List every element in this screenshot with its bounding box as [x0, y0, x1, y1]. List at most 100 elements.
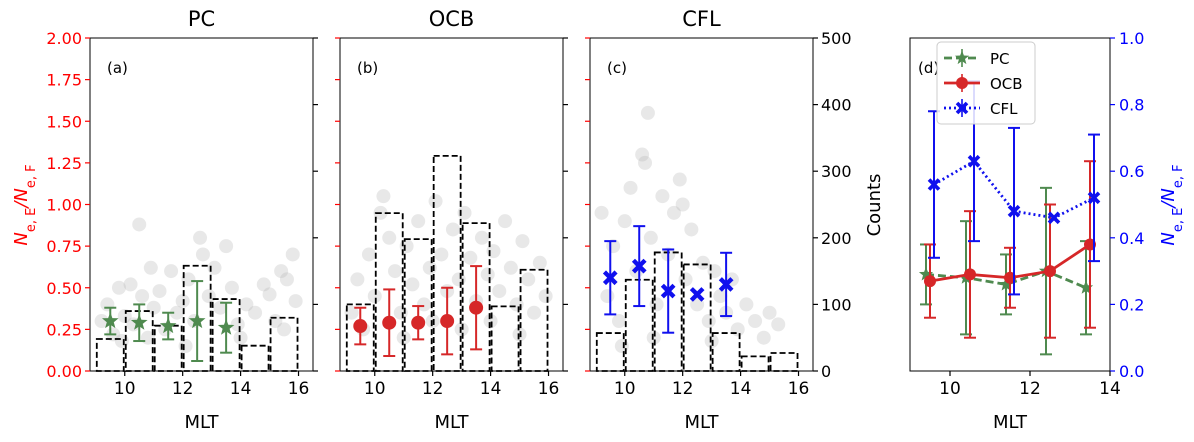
panel-title: CFL	[682, 7, 721, 31]
panel-title: PC	[188, 7, 215, 31]
scatter-point	[416, 297, 431, 312]
series-marker	[924, 275, 936, 288]
x-tick-label: 14	[730, 379, 752, 399]
x-tick-label: 16	[538, 379, 560, 399]
scatter-point	[483, 314, 498, 329]
x-tick-label: 10	[364, 379, 386, 399]
series-marker	[1078, 280, 1094, 294]
histogram-bar	[595, 332, 625, 372]
x-axis-label: MLT	[684, 412, 719, 433]
scatter-point	[498, 214, 513, 229]
y-tick-label: 0.25	[46, 320, 82, 339]
panel-title: OCB	[429, 7, 475, 31]
series-marker	[998, 276, 1014, 291]
scatter-point	[367, 289, 382, 304]
scatter-point	[181, 272, 196, 287]
scatter-point	[207, 260, 222, 275]
count-tick-label: 500	[821, 29, 852, 48]
scatter-point	[445, 222, 460, 237]
legend-label: OCB	[990, 75, 1023, 93]
scatter-point	[649, 297, 664, 312]
binned-means	[353, 265, 484, 358]
mean-marker	[217, 319, 235, 335]
mean-marker	[130, 314, 148, 330]
series-marker	[1047, 211, 1061, 225]
scatter-point	[623, 180, 638, 195]
scatter-cloud	[94, 217, 303, 354]
scatter-point	[614, 339, 629, 354]
histogram-bar	[769, 352, 799, 372]
scatter-point	[748, 314, 763, 329]
scatter-point	[521, 272, 536, 287]
scatter-point	[248, 305, 263, 320]
count-tick-label: 300	[821, 162, 852, 181]
mean-marker	[353, 319, 368, 334]
scatter-point	[111, 280, 126, 295]
series-marker	[1007, 204, 1021, 218]
y-tick-label: 1.25	[46, 154, 82, 173]
scatter-point	[600, 289, 615, 304]
y-axis-label-part: /N	[11, 188, 32, 210]
panel-label: (c)	[607, 59, 627, 77]
y-tick-label: 0.8	[1119, 96, 1144, 115]
scatter-point	[701, 314, 716, 329]
scatter-point	[666, 205, 681, 220]
scatter-point	[713, 289, 728, 304]
binned-means	[602, 225, 734, 334]
y-tick-label: 0.2	[1119, 295, 1144, 314]
scatter-point	[474, 230, 489, 245]
scatter-point	[393, 305, 408, 320]
scatter-point	[94, 314, 109, 329]
histogram-bar	[240, 344, 270, 372]
scatter-point	[169, 305, 184, 320]
scatter-point	[376, 189, 391, 204]
scatter-point	[480, 267, 495, 282]
scatter-point	[152, 284, 167, 299]
scatter-point	[704, 334, 719, 349]
scatter-point	[422, 260, 437, 275]
y-tick-label: 1.50	[46, 112, 82, 131]
scatter-point	[762, 305, 777, 320]
scatter-point	[739, 297, 754, 312]
scatter-point	[132, 217, 147, 232]
x-tick-label: 14	[1099, 379, 1121, 399]
series-marker	[1044, 265, 1056, 278]
x-tick-label: 12	[1019, 379, 1041, 399]
scatter-point	[640, 105, 655, 120]
mean-marker	[469, 300, 484, 315]
series-marker	[967, 154, 981, 168]
y-axis-label-part: N	[1158, 232, 1179, 245]
histogram-bar	[740, 355, 770, 372]
scatter-point	[146, 300, 161, 315]
x-tick-label: 14	[480, 379, 502, 399]
scatter-point	[434, 247, 449, 262]
scatter-point	[756, 330, 771, 345]
scatter-point	[382, 230, 397, 245]
scatter-point	[361, 247, 376, 262]
scatter-point	[230, 317, 245, 332]
count-tick-label: 400	[821, 96, 852, 115]
scatter-point	[538, 289, 553, 304]
scatter-point	[195, 247, 210, 262]
scatter-point	[707, 264, 722, 279]
scatter-point	[256, 277, 271, 292]
panel-c: 10 12 14 16 CFL (c) MLT	[585, 7, 818, 433]
mean-marker	[188, 312, 206, 329]
mean-marker	[631, 258, 647, 274]
scatter-point	[233, 330, 248, 345]
x-tick-label: 12	[672, 379, 694, 399]
scatter-point	[239, 297, 254, 312]
scatter-point	[213, 300, 228, 315]
y-tick-label: 1.0	[1119, 29, 1144, 48]
scatter-point	[672, 172, 687, 187]
scatter-point	[219, 239, 234, 254]
scatter-point	[277, 322, 292, 337]
y-tick-label: 0.50	[46, 279, 82, 298]
scatter-point	[178, 339, 193, 354]
y-tick-label: 0.0	[1119, 362, 1144, 381]
scatter-point	[143, 260, 158, 275]
count-axis-label: Counts	[864, 174, 885, 237]
y-tick-label: 0.75	[46, 237, 82, 256]
x-axis-label: MLT	[184, 412, 219, 433]
histogram-bar	[519, 268, 549, 372]
